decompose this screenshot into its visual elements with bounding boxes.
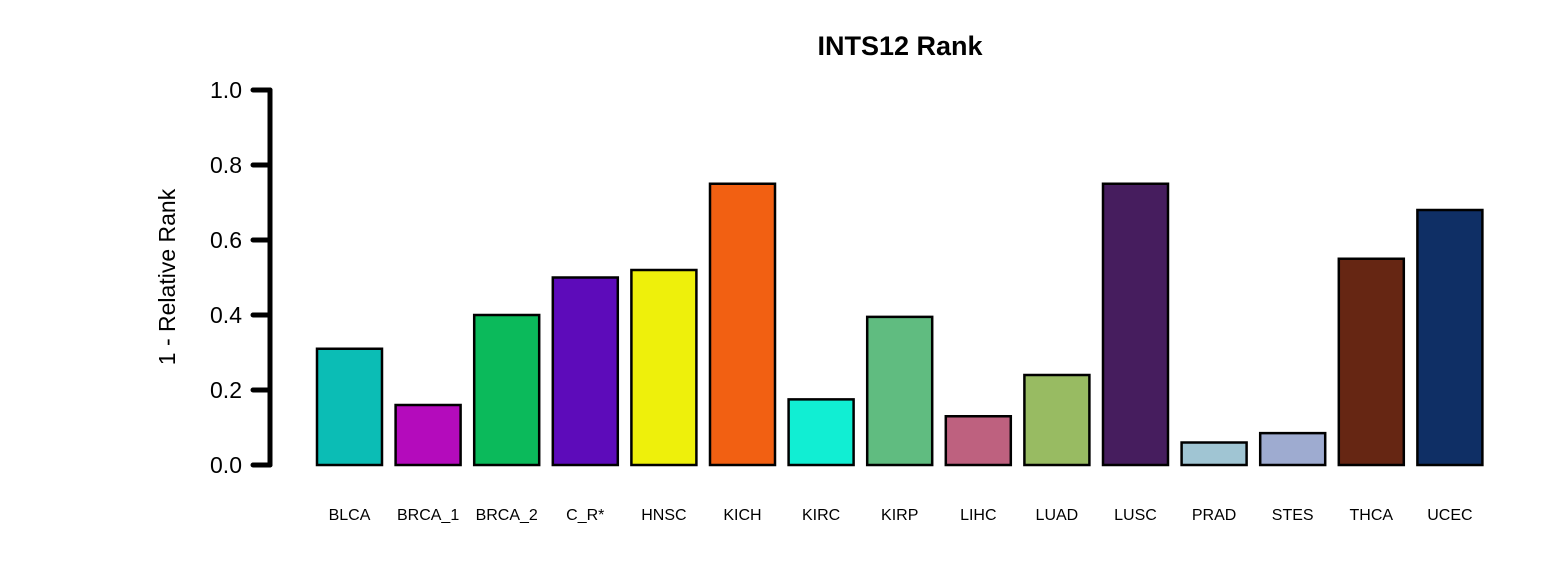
x-tick-label: BRCA_1 xyxy=(397,507,459,524)
x-tick-label: KIRP xyxy=(881,507,918,524)
y-tick-label: 0.6 xyxy=(210,227,242,253)
y-tick-label: 1.0 xyxy=(210,77,242,103)
bar-kirc xyxy=(787,398,855,467)
y-tick-label: 0.8 xyxy=(210,152,242,178)
bar-blca xyxy=(315,347,384,467)
chart-title: INTS12 Rank xyxy=(817,31,983,61)
bar-lusc xyxy=(1101,182,1170,467)
y-axis-label: 1 - Relative Rank xyxy=(154,188,180,365)
bar-stes xyxy=(1258,431,1327,467)
x-tick-label: LUSC xyxy=(1114,507,1157,524)
y-tick-label: 0.0 xyxy=(210,452,242,478)
x-tick-label: LIHC xyxy=(960,507,996,524)
y-axis: 0.0 0.2 0.4 0.6 0.8 1.0 xyxy=(210,77,273,478)
x-tick-label: BLCA xyxy=(329,507,371,524)
x-tick-label: STES xyxy=(1272,507,1314,524)
bar-hnsc xyxy=(630,268,698,467)
x-tick-label: THCA xyxy=(1350,507,1394,524)
x-tick-label: UCEC xyxy=(1427,507,1472,524)
bar-brca-1 xyxy=(394,403,462,467)
x-tick-label: BRCA_2 xyxy=(476,507,538,524)
bar-lihc xyxy=(944,415,1013,467)
bar-ucec xyxy=(1416,208,1484,467)
y-tick-label: 0.2 xyxy=(210,377,242,403)
bar-kich xyxy=(708,182,777,467)
x-tick-label: KICH xyxy=(723,507,761,524)
x-tick-label: C_R* xyxy=(566,507,604,524)
bars xyxy=(315,182,1484,467)
bar-brca-2 xyxy=(472,313,541,467)
bar-c-r- xyxy=(551,276,620,467)
x-tick-label: PRAD xyxy=(1192,507,1236,524)
y-tick-label: 0.4 xyxy=(210,302,242,328)
x-axis-labels: BLCA BRCA_1 BRCA_2 C_R* HNSC KICH KIRC KIRP LIHC… xyxy=(329,507,1473,524)
x-tick-label: HNSC xyxy=(641,507,686,524)
x-tick-label: LUAD xyxy=(1036,507,1079,524)
x-tick-label: KIRC xyxy=(802,507,840,524)
bar-kirp xyxy=(865,315,934,467)
bar-luad xyxy=(1023,373,1091,467)
bar-prad xyxy=(1180,441,1248,467)
bar-thca xyxy=(1337,257,1406,467)
